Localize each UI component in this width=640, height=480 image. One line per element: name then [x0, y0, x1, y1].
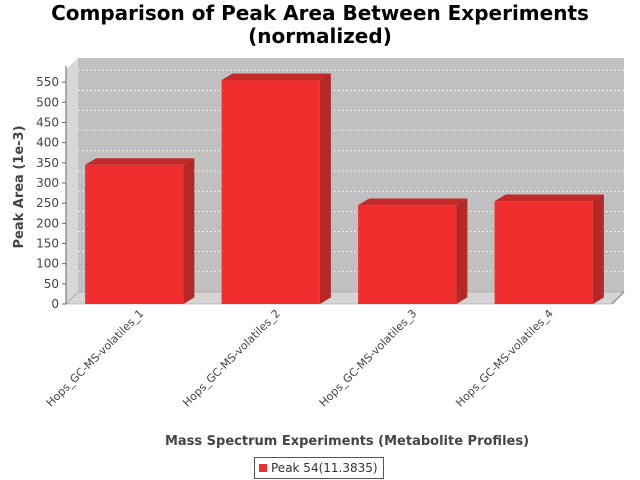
y-tick-label: 150 [36, 236, 59, 250]
bar-side [456, 198, 468, 304]
chart-title: Comparison of Peak Area Between Experime… [0, 2, 640, 48]
legend: Peak 54(11.3835) [254, 457, 384, 479]
chart-title-line-1: Comparison of Peak Area Between Experime… [51, 1, 589, 25]
bar-top [221, 73, 331, 81]
y-tick-label: 400 [36, 136, 59, 150]
y-tick-label: 550 [36, 75, 59, 89]
plot-back-wall [66, 58, 624, 304]
bar-front [494, 201, 593, 304]
bar-front [221, 80, 320, 304]
y-axis: 0 50 100 150 200 250 300 350 400 450 500 550 [36, 66, 67, 311]
bar [494, 194, 604, 304]
x-axis: Hops_GC-MS-volatiles_1 Hops_GC-MS-volatil… [44, 307, 556, 410]
x-tick-label: Hops_GC-MS-volatiles_4 [453, 307, 556, 410]
bar-top [494, 194, 604, 202]
bars [85, 73, 604, 304]
bar-front [85, 164, 184, 304]
bar-front [358, 205, 457, 304]
legend-swatch [259, 464, 267, 472]
plot-floor-edge [611, 291, 625, 305]
y-tick-label: 50 [44, 277, 59, 291]
bar-side [592, 194, 604, 304]
y-axis-label: Peak Area (1e-3) [12, 125, 27, 248]
plot-area [65, 58, 625, 305]
plot-left-wall [66, 58, 78, 304]
x-tick-label: Hops_GC-MS-volatiles_1 [44, 307, 147, 410]
y-tick-label: 300 [36, 176, 59, 190]
y-tick-label: 0 [51, 297, 59, 311]
bar-top [358, 198, 468, 206]
y-tick-label: 200 [36, 216, 59, 230]
legend-label: Peak 54(11.3835) [271, 461, 378, 475]
bar-side [319, 73, 331, 304]
x-axis-label: Mass Spectrum Experiments (Metabolite Pr… [165, 434, 529, 449]
bar-top [85, 158, 195, 165]
y-tick-label: 500 [36, 95, 59, 109]
y-tick-label: 350 [36, 156, 59, 170]
y-tick-label: 450 [36, 115, 59, 129]
x-tick-label: Hops_GC-MS-volatiles_3 [317, 307, 420, 410]
x-tick-label: Hops_GC-MS-volatiles_2 [180, 307, 283, 410]
chart-title-line-2: (normalized) [248, 24, 392, 48]
bar [358, 198, 468, 304]
y-tick-label: 100 [36, 257, 59, 271]
bar-side [183, 158, 195, 304]
y-tick-label: 250 [36, 196, 59, 210]
bar [221, 73, 331, 304]
gridlines [78, 69, 624, 273]
bar [85, 158, 195, 304]
